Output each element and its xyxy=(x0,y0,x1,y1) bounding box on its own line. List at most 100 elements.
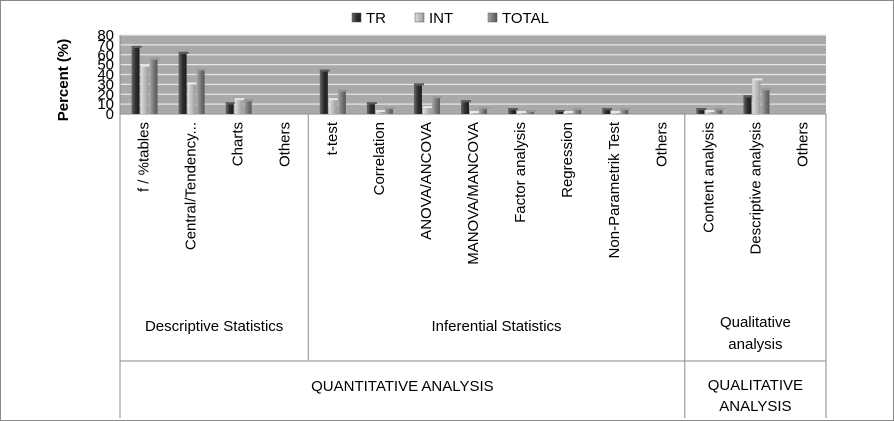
y-tick-label: 70 xyxy=(97,37,114,54)
y-tick-label: 40 xyxy=(97,67,114,84)
bar-top-tr xyxy=(413,83,424,86)
bar-int xyxy=(752,80,761,114)
bar-top-tr xyxy=(366,102,377,105)
bar-total xyxy=(196,70,205,114)
y-axis-title: Percent (%) xyxy=(55,39,72,122)
bar-top-int xyxy=(422,106,433,109)
bar-tr xyxy=(131,47,140,114)
bar-top-total xyxy=(479,107,489,110)
bar-top-int xyxy=(328,98,339,101)
bar-int xyxy=(234,100,243,114)
bar-tr xyxy=(225,104,234,114)
y-tick-label: 10 xyxy=(97,96,114,113)
category-label: Descriptive analysis xyxy=(747,122,764,255)
category-label: f / %tables xyxy=(136,122,153,192)
group-label: QUALITATIVE ANALYSIS xyxy=(708,377,803,415)
bar-top-tr xyxy=(508,108,519,111)
bar-top-int xyxy=(140,64,151,67)
subgroup-label: Descriptive Statistics xyxy=(145,318,283,335)
y-tick-label: 50 xyxy=(97,57,114,74)
bar-top-int xyxy=(564,111,575,114)
bar-top-total xyxy=(243,99,254,102)
bar-top-int xyxy=(517,111,528,114)
category-label: ANOVA/ANCOVA xyxy=(418,122,435,240)
bar-top-total xyxy=(526,110,537,113)
subgroup-label: Inferential Statistics xyxy=(432,318,562,335)
bar-top-total xyxy=(149,57,160,60)
bar-total xyxy=(526,112,535,114)
bar-int xyxy=(422,108,431,114)
y-tick-label: 80 xyxy=(97,27,114,44)
bar-top-int xyxy=(375,110,386,113)
legend-label-int: INT xyxy=(429,10,453,27)
y-tick-label: 0 xyxy=(106,106,114,123)
bar-tr xyxy=(602,110,611,114)
legend-label-total: TOTAL xyxy=(502,10,549,27)
bar-top-tr xyxy=(602,108,613,111)
bar-total xyxy=(761,90,770,114)
bar-top-tr xyxy=(131,45,142,48)
bar-int xyxy=(705,112,714,114)
bar-top-total xyxy=(620,108,631,111)
category-label: Others xyxy=(277,122,294,167)
bar-top-int xyxy=(234,98,245,101)
bar-tr xyxy=(696,110,705,114)
bar-tr xyxy=(743,97,752,114)
subgroup-label: Qualitative analysis xyxy=(720,314,791,353)
bar-top-tr xyxy=(555,110,566,113)
legend-label-tr: TR xyxy=(366,10,386,27)
category-label: Charts xyxy=(230,122,247,166)
bar-total xyxy=(243,101,252,114)
bar-total xyxy=(337,91,346,114)
bar-top-tr xyxy=(743,95,754,98)
bar-int xyxy=(375,112,384,114)
bar-tr xyxy=(461,102,469,114)
y-tick-label: 60 xyxy=(97,47,114,64)
bar-total xyxy=(149,59,158,114)
category-label: Non-Parametrik Test xyxy=(606,121,623,258)
legend-swatch-int xyxy=(414,12,425,23)
bar-top-int xyxy=(752,78,763,81)
bar-int xyxy=(328,100,337,114)
category-label: Others xyxy=(794,122,811,167)
category-label: Content analysis xyxy=(700,122,717,233)
bar-total xyxy=(714,110,723,114)
category-label: Correlation xyxy=(371,122,388,195)
bar-total xyxy=(479,109,487,114)
legend-swatch-total xyxy=(487,12,498,23)
bar-tr xyxy=(413,85,422,114)
bar-top-int xyxy=(187,82,198,85)
bar-total xyxy=(573,110,582,114)
bar-int xyxy=(517,113,526,114)
bar-top-total xyxy=(384,107,395,110)
bar-int xyxy=(187,84,196,114)
bar-tr xyxy=(366,104,375,114)
bar-top-int xyxy=(705,110,716,113)
bar-int xyxy=(140,66,149,114)
bar-total xyxy=(431,98,440,114)
category-label: Others xyxy=(653,122,670,167)
bar-total xyxy=(384,109,393,114)
bar-top-total xyxy=(573,108,584,111)
category-label: Factor analysis xyxy=(512,122,529,223)
bar-top-total xyxy=(337,89,348,92)
bar-top-int xyxy=(611,111,622,114)
bar-top-tr xyxy=(225,102,236,105)
bar-tr xyxy=(319,71,328,114)
bar-tr xyxy=(508,110,517,114)
legend-swatch-tr xyxy=(351,12,362,23)
category-label: MANOVA/MANCOVA xyxy=(465,122,482,265)
bar-top-tr xyxy=(319,69,330,72)
group-label: QUANTITATIVE ANALYSIS xyxy=(311,378,494,395)
bar-top-total xyxy=(431,96,442,99)
bar-top-tr xyxy=(178,51,189,54)
bar-int xyxy=(564,113,573,114)
bar-top-total xyxy=(714,108,725,111)
y-tick-label: 30 xyxy=(97,76,114,93)
bar-tr xyxy=(555,112,564,114)
bar-top-total xyxy=(761,88,772,91)
category-label: t-test xyxy=(324,121,341,155)
bar-top-total xyxy=(196,68,207,71)
category-label: Regression xyxy=(559,122,576,198)
